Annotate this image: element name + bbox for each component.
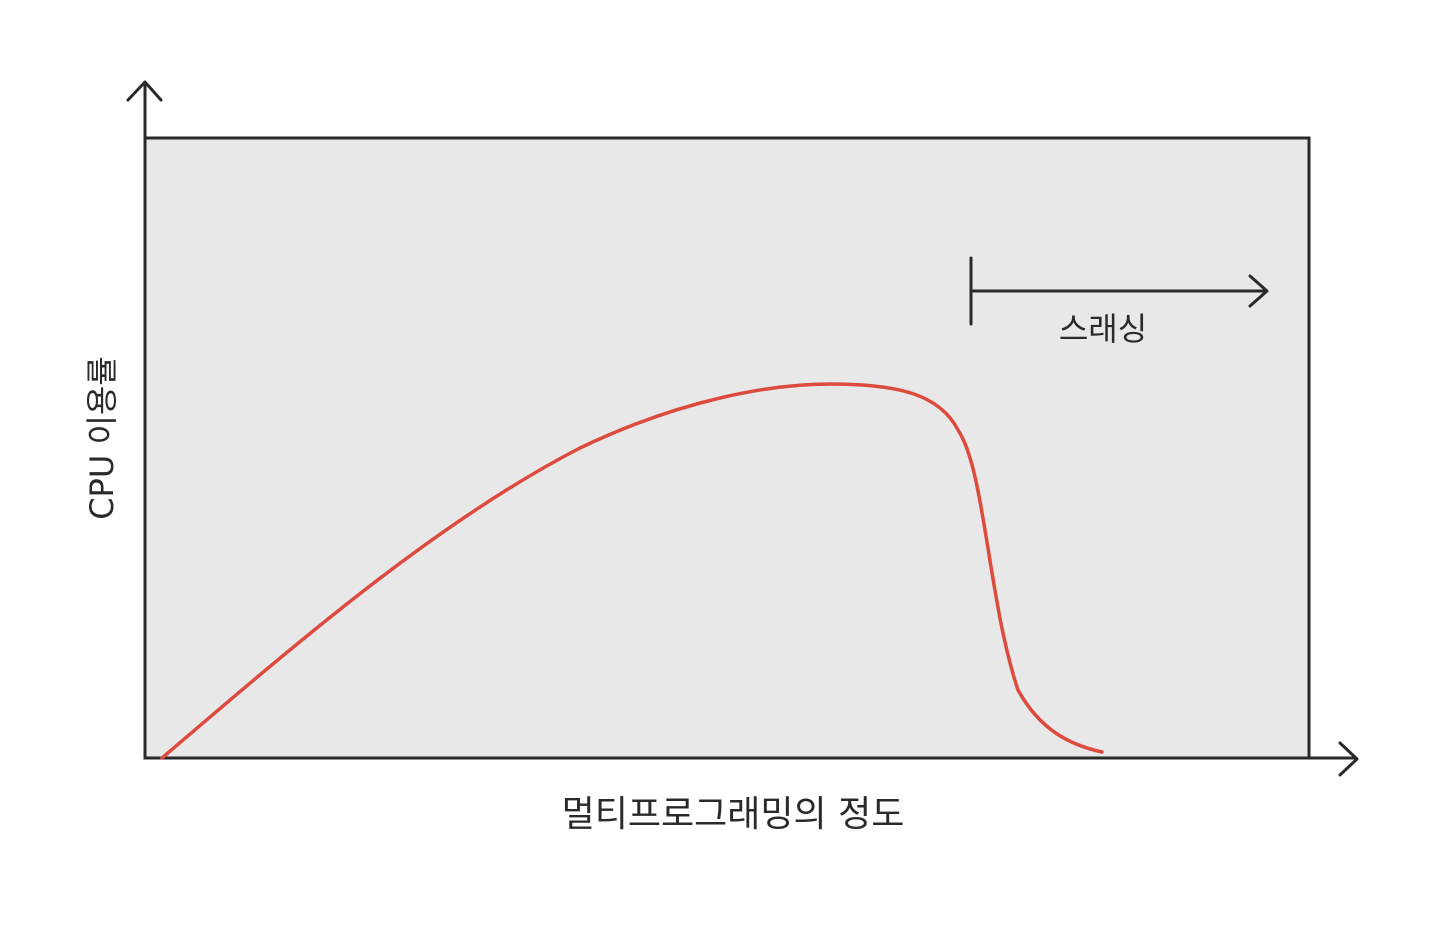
y-axis-arrowhead	[126, 80, 163, 102]
x-axis-label: 멀티프로그래밍의 정도	[562, 794, 905, 835]
thrashing-label: 스래싱	[1059, 310, 1147, 348]
x-axis-arrowhead	[1338, 741, 1359, 777]
cpu-utilization-curve	[160, 382, 1104, 760]
y-axis-label: CPU 이용률	[83, 356, 121, 520]
plot-area	[143, 136, 1311, 760]
thrashing-arrowhead	[1248, 274, 1269, 308]
